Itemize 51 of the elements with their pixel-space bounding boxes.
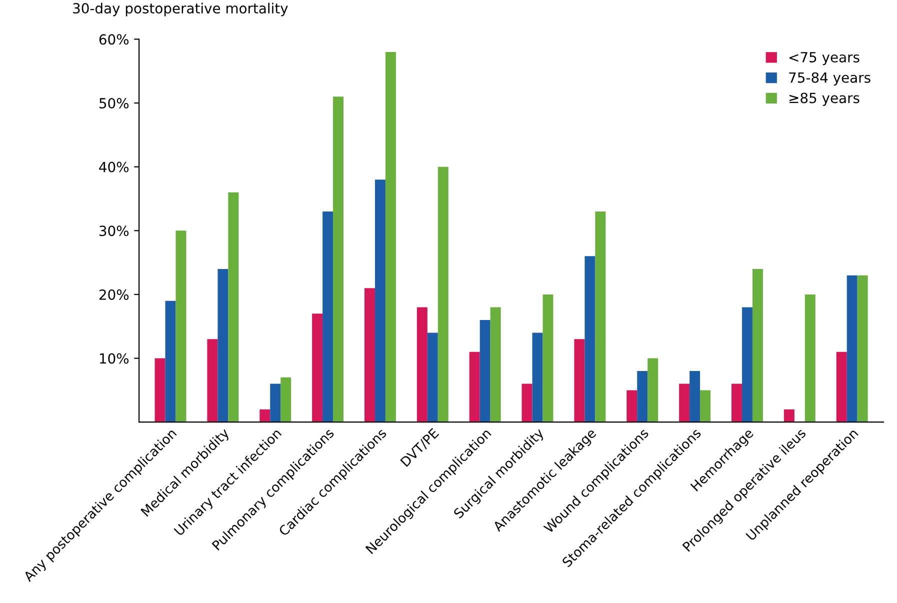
- bar: [385, 52, 396, 422]
- y-tick-label: 40%: [99, 162, 129, 172]
- legend-label: ≥85 years: [790, 92, 860, 106]
- bar: [626, 390, 638, 422]
- y-tick-label: 60%: [99, 34, 129, 45]
- bar: [637, 371, 648, 422]
- y-tick-label: 20%: [99, 289, 129, 300]
- bar: [700, 390, 711, 422]
- bar: [836, 352, 847, 422]
- bar: [532, 332, 543, 422]
- bar: [752, 268, 763, 422]
- y-tick-label: 30%: [100, 226, 129, 236]
- bar: [648, 358, 658, 422]
- bar: [154, 358, 166, 422]
- bar: [857, 275, 868, 422]
- bar: [165, 300, 176, 422]
- y-tick-label: 10%: [100, 353, 129, 364]
- bar: [228, 192, 239, 422]
- bar: [427, 332, 438, 422]
- bar: [522, 384, 532, 422]
- bar: [218, 268, 228, 422]
- y-tick-label: 50%: [100, 98, 129, 108]
- bar: [280, 377, 292, 422]
- bar: [270, 384, 281, 422]
- bar: [480, 320, 490, 422]
- bar: [416, 307, 428, 422]
- bar: [312, 314, 323, 422]
- bar: [731, 384, 742, 422]
- legend-label: 75-84 years: [789, 72, 870, 86]
- bar: [679, 384, 690, 422]
- bar: [333, 96, 344, 422]
- bar: [574, 339, 585, 422]
- bar: [742, 307, 752, 422]
- bar: [322, 212, 334, 422]
- bar: [542, 294, 554, 422]
- bar: [176, 230, 186, 422]
- bar: [595, 212, 606, 422]
- bar: [690, 371, 700, 422]
- legend-label: <75 years: [790, 52, 860, 66]
- bar: [438, 166, 448, 422]
- bar: [374, 180, 386, 422]
- bar: [804, 294, 816, 422]
- bar: [846, 275, 858, 422]
- bar: [584, 256, 596, 422]
- bar: [260, 409, 270, 422]
- y-axis-title: 30-day postoperative mortality: [73, 2, 288, 16]
- bar: [207, 339, 218, 422]
- bar: [469, 352, 480, 422]
- bar: [364, 288, 375, 422]
- bar: [784, 409, 794, 422]
- bar: [490, 307, 501, 422]
